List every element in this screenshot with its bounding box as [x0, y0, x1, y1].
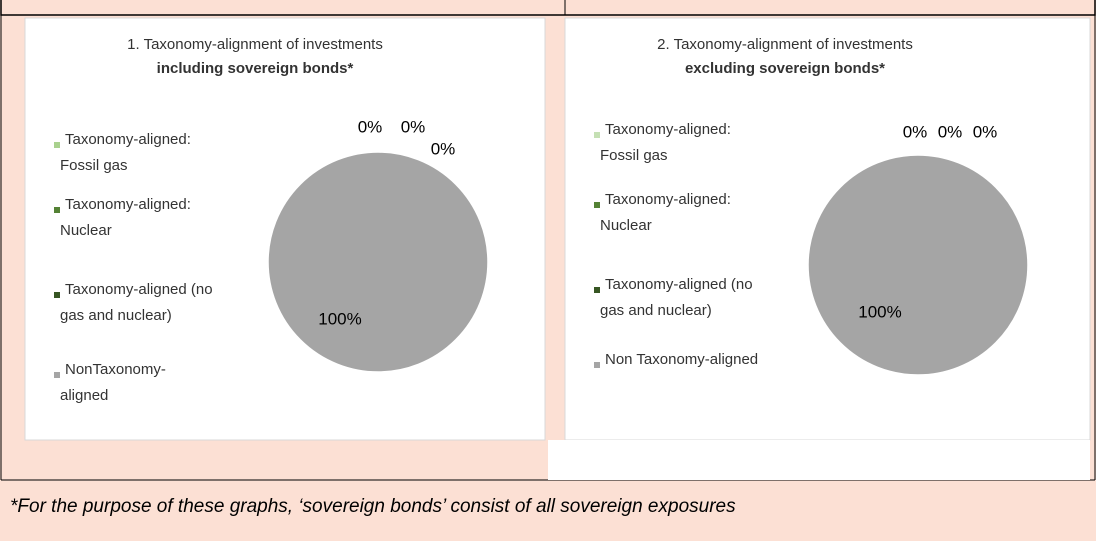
data-label: 0% — [358, 117, 383, 136]
legend-label: Fossil gas — [60, 157, 128, 174]
chart-title: 1. Taxonomy-alignment of investments — [127, 36, 383, 53]
data-label: 100% — [858, 302, 901, 321]
legend-label: gas and nuclear) — [60, 307, 172, 324]
legend-label: NonTaxonomy- — [65, 361, 166, 378]
chart-title: 2. Taxonomy-alignment of investments — [657, 36, 913, 53]
legend-label: Taxonomy-aligned: — [65, 131, 191, 148]
legend-swatch — [594, 202, 600, 208]
pie-slice — [267, 151, 489, 373]
legend-label: Non Taxonomy-aligned — [605, 351, 758, 368]
top-frame — [0, 0, 1096, 16]
legend-swatch — [594, 287, 600, 293]
legend-swatch — [594, 132, 600, 138]
data-label: 0% — [431, 139, 456, 158]
legend-label: gas and nuclear) — [600, 302, 712, 319]
gap — [548, 440, 565, 480]
legend-label: Nuclear — [60, 222, 112, 239]
chart-subtitle: including sovereign bonds* — [157, 60, 354, 77]
legend-label: Taxonomy-aligned: — [605, 121, 731, 138]
data-label: 100% — [318, 309, 361, 328]
legend-swatch — [54, 372, 60, 378]
data-label: 0% — [938, 122, 963, 141]
legend-label: Taxonomy-aligned: — [605, 191, 731, 208]
legend-swatch — [594, 362, 600, 368]
data-label: 0% — [903, 122, 928, 141]
legend-swatch — [54, 292, 60, 298]
data-label: 0% — [401, 117, 426, 136]
legend-label: Taxonomy-aligned (no — [65, 281, 213, 298]
legend-label: Taxonomy-aligned: — [65, 196, 191, 213]
legend-label: aligned — [60, 387, 108, 404]
legend-label: Fossil gas — [600, 147, 668, 164]
chart-subtitle: excluding sovereign bonds* — [685, 60, 885, 77]
gap — [565, 440, 1090, 480]
legend-swatch — [54, 207, 60, 213]
legend-label: Taxonomy-aligned (no — [605, 276, 753, 293]
legend-swatch — [54, 142, 60, 148]
pie-slice — [807, 154, 1029, 376]
footnote: *For the purpose of these graphs, ‘sover… — [10, 496, 736, 517]
data-label: 0% — [973, 122, 998, 141]
legend-label: Nuclear — [600, 217, 652, 234]
